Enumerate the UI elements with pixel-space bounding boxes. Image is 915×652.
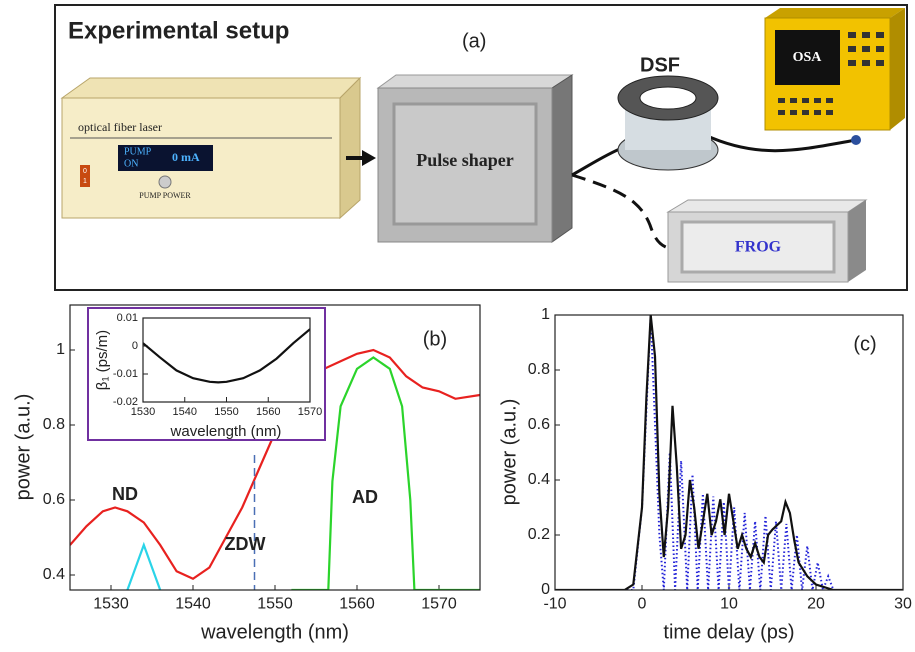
pump-text: PUMP	[124, 146, 152, 157]
x-tick-label: 30	[894, 596, 912, 613]
annotation: ND	[112, 484, 138, 504]
knob	[158, 175, 172, 189]
laser-side	[339, 76, 361, 220]
shaper-label: Pulse shaper	[416, 150, 514, 170]
x-tick-label: 0	[638, 596, 647, 613]
frog-side	[848, 200, 866, 282]
x-tick-label: 1570	[421, 596, 457, 613]
y-axis-title: β₁ (ps/m)	[94, 330, 111, 390]
osa-label: OSA	[793, 50, 823, 65]
x-tick-label: 1530	[93, 596, 129, 613]
series-line	[291, 356, 480, 590]
x-tick-label: 1540	[173, 406, 197, 418]
annotation: ZDW	[225, 534, 266, 554]
setup-panel: Experimental setup (a) optical fiber las…	[54, 4, 908, 291]
osa-screen	[775, 30, 840, 85]
x-tick-label: 1560	[256, 406, 280, 418]
x-tick-label: 10	[720, 596, 738, 613]
y-tick-label: 0.2	[528, 526, 550, 543]
spool-hole	[639, 86, 697, 110]
y-tick-label: 0	[541, 581, 550, 598]
y-tick-label: 0	[132, 340, 138, 352]
x-tick-label: 1550	[257, 596, 293, 613]
y-axis-title: power (a.u.)	[12, 394, 34, 501]
y-tick-label: 1	[56, 341, 65, 358]
osa-buttons	[778, 32, 884, 115]
inset-frame	[87, 307, 326, 441]
x-tick-label: 20	[807, 596, 825, 613]
x-tick-label: -10	[543, 596, 566, 613]
axes-frame	[554, 314, 904, 591]
axes-frame	[142, 317, 311, 403]
y-tick-label: 0.4	[528, 471, 550, 488]
series-line	[555, 315, 903, 590]
frog-top	[666, 199, 868, 213]
x-tick-label: 1570	[298, 406, 322, 418]
shaper-side	[551, 74, 573, 243]
x-axis-title: wavelength (nm)	[200, 621, 349, 643]
y-tick-label: 0.6	[528, 416, 550, 433]
y-tick-label: -0.02	[113, 396, 138, 408]
y-tick-label: 0.8	[43, 416, 65, 433]
x-axis-title: time delay (ps)	[663, 621, 794, 643]
frog-inset	[680, 220, 836, 274]
on-text: ON	[124, 158, 138, 169]
shaper-top	[376, 74, 574, 89]
y-tick-label: 0.8	[528, 361, 550, 378]
y-tick-label: 1	[541, 306, 550, 323]
frog-label: FROG	[735, 239, 782, 256]
x-tick-label: 1560	[339, 596, 375, 613]
x-tick-label: 1550	[214, 406, 238, 418]
switch	[80, 165, 90, 187]
current-text: 0 mA	[172, 150, 200, 164]
y-tick-label: 0.01	[117, 312, 138, 324]
charts: 1530 1540 1550 1560 1570 0.4 0.6 0.8 1 ND AD ZDW (b)…	[12, 304, 912, 643]
laser-top	[60, 77, 362, 99]
osa-port	[851, 135, 861, 145]
fiber-link	[704, 133, 857, 153]
annotation: AD	[352, 487, 378, 507]
series-line	[143, 328, 310, 384]
arrow-head	[362, 150, 376, 166]
x-axis-title: wavelength (nm)	[170, 423, 282, 440]
switch-1: 1	[83, 178, 87, 185]
y-tick-label: 0.6	[43, 491, 65, 508]
panel-label: (a)	[462, 30, 486, 52]
osa-side	[890, 8, 905, 130]
series-line	[555, 315, 903, 590]
panel-label: (c)	[853, 333, 876, 355]
laser-display	[118, 145, 213, 171]
y-tick-label: 0.4	[43, 566, 65, 583]
laser-label: optical fiber laser	[78, 120, 162, 134]
shaper-inset	[392, 102, 538, 226]
x-tick-label: 1530	[131, 406, 155, 418]
panel-label: (b)	[423, 328, 447, 350]
x-tick-label: 1540	[175, 596, 211, 613]
series-line	[126, 541, 162, 590]
y-tick-label: -0.01	[113, 368, 138, 380]
setup-title: Experimental setup	[68, 17, 289, 44]
y-axis-title: power (a.u.)	[498, 399, 520, 506]
switch-0: 0	[83, 168, 87, 175]
osa-top	[765, 8, 905, 18]
frog-link	[571, 173, 669, 250]
axes-frame	[69, 304, 481, 591]
fiber-label: DSF	[640, 54, 680, 76]
knob-label: PUMP POWER	[139, 191, 191, 200]
series-line	[70, 348, 480, 581]
